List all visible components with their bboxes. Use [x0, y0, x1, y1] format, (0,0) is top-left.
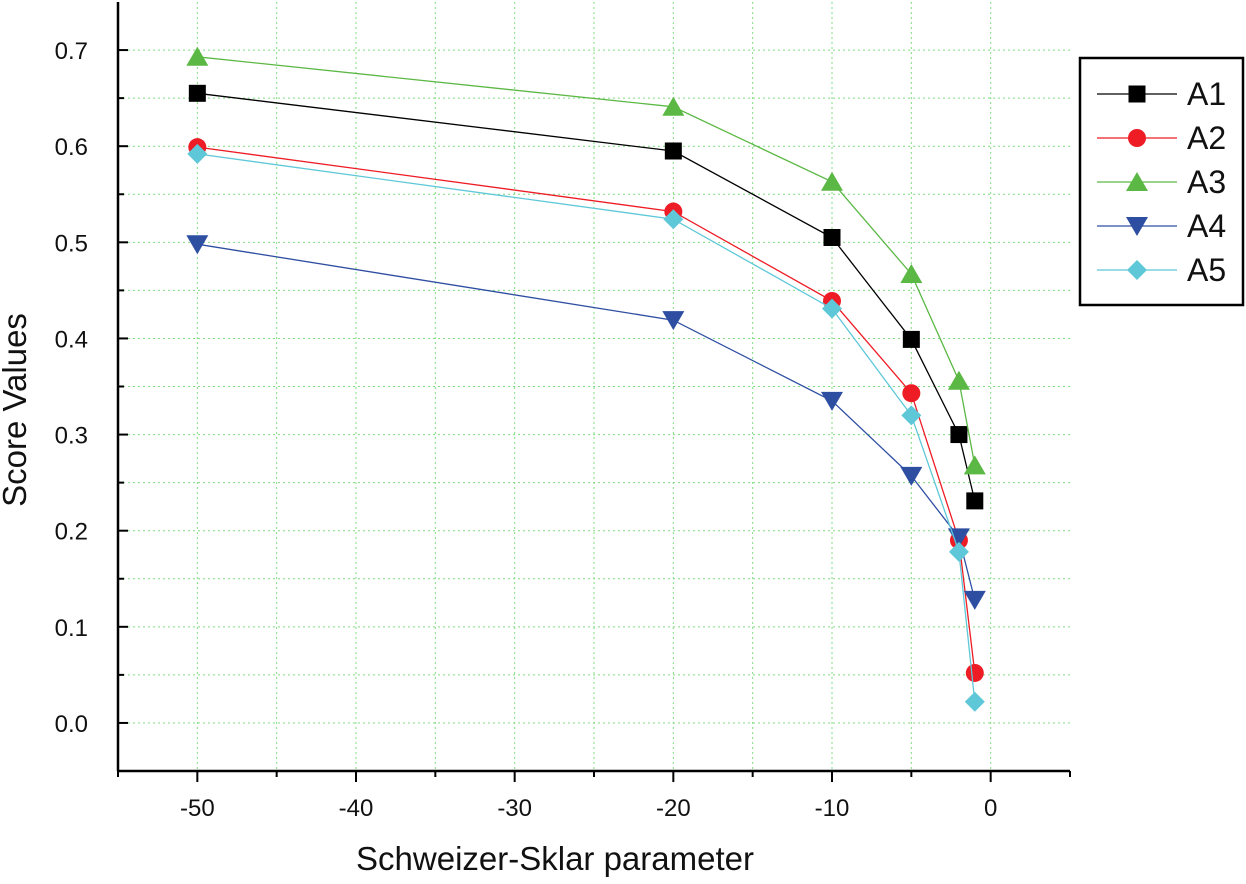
- series-line-a1: [197, 92, 976, 502]
- series-line-a5: [197, 153, 976, 702]
- y-tick-label: 0.5: [55, 230, 88, 257]
- legend-marker-a2: [1128, 129, 1146, 147]
- data-point-a5: [187, 143, 208, 164]
- data-point-a4: [947, 528, 970, 548]
- data-point-a3: [186, 46, 209, 66]
- legend-label-a3: A3: [1187, 164, 1226, 200]
- legend-label-a5: A5: [1187, 252, 1226, 288]
- series-a4: [186, 235, 986, 610]
- data-point-a5: [964, 691, 985, 712]
- y-tick-label: 0.4: [55, 326, 88, 353]
- legend: A1 A2 A3 A4 A5: [1078, 56, 1245, 307]
- series-a3: [186, 46, 986, 475]
- data-point-a1: [902, 330, 920, 348]
- x-axis-title: Schweizer-Sklar parameter: [356, 840, 754, 877]
- legend-label-a4: A4: [1187, 208, 1226, 244]
- x-tick-label: -50: [180, 795, 215, 822]
- data-point-a3: [963, 455, 986, 475]
- data-point-a4: [186, 235, 209, 255]
- series-line-a2: [197, 146, 976, 674]
- legend-marker-a1: [1128, 85, 1146, 103]
- y-tick-label: 0.6: [55, 134, 88, 161]
- y-tick-label: 0.2: [55, 519, 88, 546]
- x-tick-label: -40: [339, 795, 374, 822]
- y-tick-label: 0.3: [55, 423, 88, 450]
- data-point-a3: [900, 264, 923, 284]
- data-point-a4: [900, 466, 923, 486]
- data-point-a2: [965, 663, 984, 682]
- data-point-a5: [822, 298, 842, 319]
- data-point-a5: [901, 405, 922, 426]
- data-point-a4: [662, 311, 685, 331]
- data-point-a4: [963, 590, 986, 610]
- x-tick-label: -10: [815, 795, 850, 822]
- y-axis-title: Score Values: [0, 313, 33, 507]
- data-point-a3: [821, 171, 843, 191]
- y-tick-label: 0.7: [55, 38, 88, 65]
- data-point-a3: [662, 96, 685, 116]
- data-point-a1: [188, 84, 206, 102]
- legend-label-a1: A1: [1187, 76, 1226, 112]
- legend-marker-a5: [1127, 260, 1147, 280]
- x-tick-label: -20: [656, 795, 691, 822]
- y-tick-label: 0.1: [55, 615, 88, 642]
- y-tick-label: 0.0: [55, 711, 88, 738]
- series-line-a4: [197, 243, 976, 601]
- data-point-a3: [947, 370, 970, 390]
- data-point-a1: [664, 142, 682, 160]
- legend-marker-a3: [1126, 172, 1148, 191]
- series-layer: [186, 46, 986, 712]
- legend-marker-a4: [1126, 217, 1148, 236]
- data-point-a1: [823, 229, 841, 247]
- data-point-a5: [948, 541, 969, 562]
- series-a5: [187, 143, 985, 712]
- legend-label-a2: A2: [1187, 120, 1226, 156]
- series-line-a3: [197, 56, 976, 466]
- data-point-a4: [821, 391, 843, 411]
- data-point-a5: [663, 209, 684, 230]
- data-point-a1: [966, 492, 984, 510]
- axes-layer: 0.0 0.1 0.2 0.3 0.4 0.5 0.6 0.7 -50 -40 -30 -20 -10 0: [55, 2, 1071, 822]
- data-point-a1: [950, 426, 968, 444]
- x-tick-label: 0: [984, 795, 997, 822]
- series-a1: [188, 84, 984, 510]
- x-tick-label: -30: [497, 795, 532, 822]
- grid-layer: [118, 2, 1070, 771]
- data-point-a2: [902, 384, 921, 403]
